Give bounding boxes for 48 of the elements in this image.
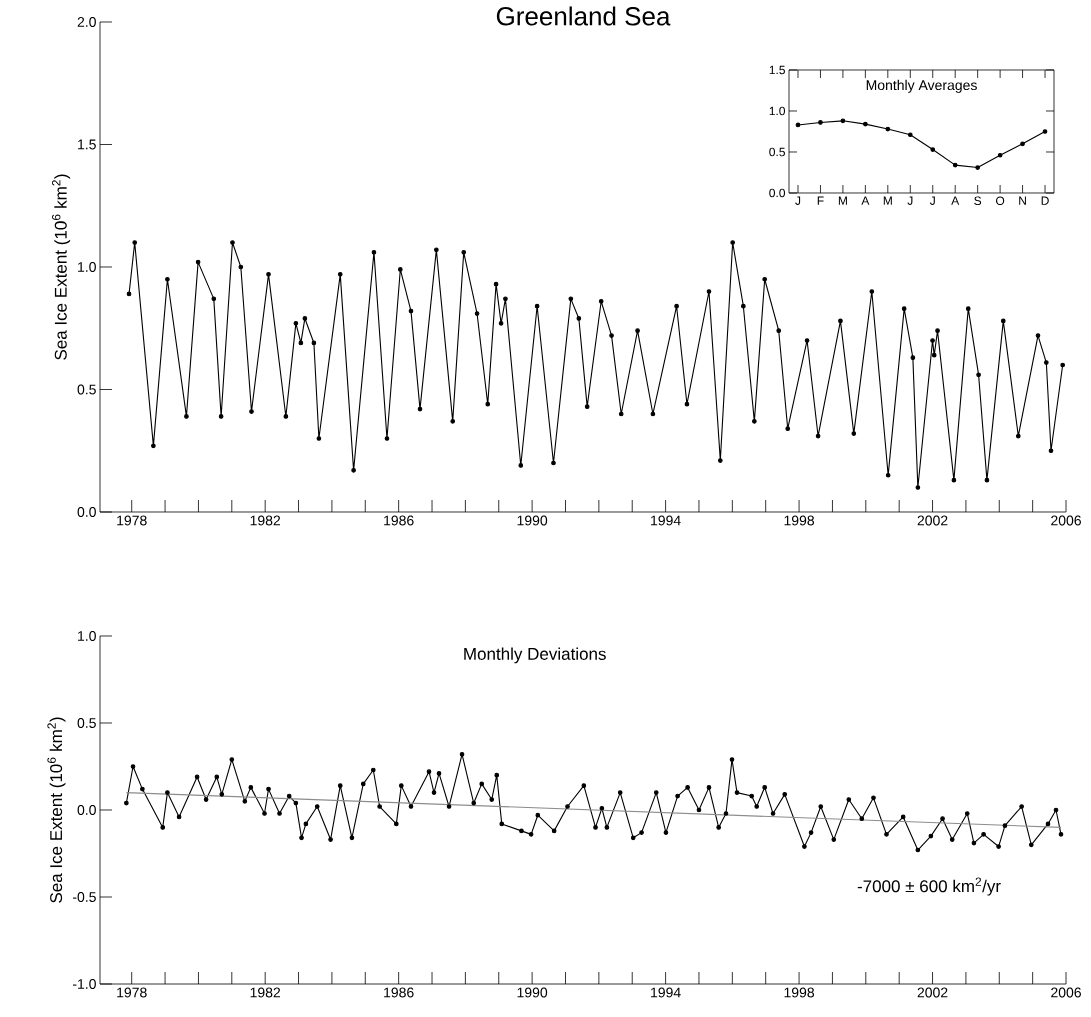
x-tick-label: J — [929, 196, 935, 205]
x-tick-label: M — [883, 196, 892, 205]
x-tick-label: 2002 — [917, 987, 948, 998]
y-tick-label: 0.0 — [77, 507, 96, 517]
y-tick-label: 0.5 — [769, 147, 785, 157]
text: Monthly Averages — [866, 79, 977, 93]
y-tick-label: 1.0 — [78, 631, 96, 641]
x-tick-label: M — [838, 196, 847, 205]
x-tick-label: F — [817, 196, 824, 205]
x-tick-label: 1986 — [384, 987, 414, 998]
y-tick-label: 2.0 — [77, 17, 96, 27]
x-tick-label: 1998 — [784, 515, 815, 526]
y-tick-label: 0.5 — [77, 384, 96, 395]
y-tick-label: 0.0 — [77, 805, 96, 815]
x-tick-label: 1982 — [250, 987, 281, 998]
x-tick-label: A — [951, 196, 960, 205]
x-tick-label: 2006 — [1051, 987, 1081, 998]
x-tick-label: 1998 — [784, 987, 815, 998]
x-tick-label: 1994 — [651, 515, 681, 526]
y-tick-label: 1.5 — [769, 65, 785, 75]
y-tick-label: 0.0 — [769, 188, 786, 198]
x-tick-label: 1990 — [517, 515, 548, 526]
x-tick-label: 1994 — [651, 987, 681, 998]
y-tick-label: 0.5 — [77, 718, 96, 728]
x-tick-label: 1978 — [117, 987, 147, 998]
x-tick-label: S — [974, 196, 982, 206]
x-tick-label: N — [1019, 196, 1026, 205]
x-tick-label: 1978 — [117, 515, 147, 526]
x-tick-label: J — [907, 196, 913, 205]
x-tick-label: 1986 — [384, 515, 414, 526]
y-tick-label: -0.5 — [72, 892, 96, 902]
x-tick-label: 1982 — [250, 515, 281, 526]
x-tick-label: D — [1041, 196, 1049, 205]
x-tick-label: J — [795, 196, 801, 205]
x-tick-label: A — [861, 196, 870, 205]
y-axis-title: Sea Ice Extent (10$^{6}$ km$^{2}$) — [47, 717, 66, 903]
y-tick-label: -1.0 — [72, 979, 96, 989]
y-tick-label: 1.0 — [78, 262, 96, 272]
x-tick-label: 1990 — [517, 987, 548, 998]
text: Monthly Deviations — [464, 647, 606, 664]
y-tick-label: 1.0 — [769, 106, 786, 116]
x-tick-label: 2006 — [1051, 515, 1081, 526]
annotation: -7000 ± 600 km$^{2}$/yr — [857, 877, 1001, 896]
x-tick-label: O — [996, 196, 1005, 206]
chart-title: Greenland Sea — [496, 6, 671, 26]
y-tick-label: 1.5 — [78, 139, 96, 150]
y-axis-title: Sea Ice Extent (10$^{6}$ km$^{2}$) — [52, 174, 71, 360]
x-tick-label: 2002 — [917, 515, 948, 526]
